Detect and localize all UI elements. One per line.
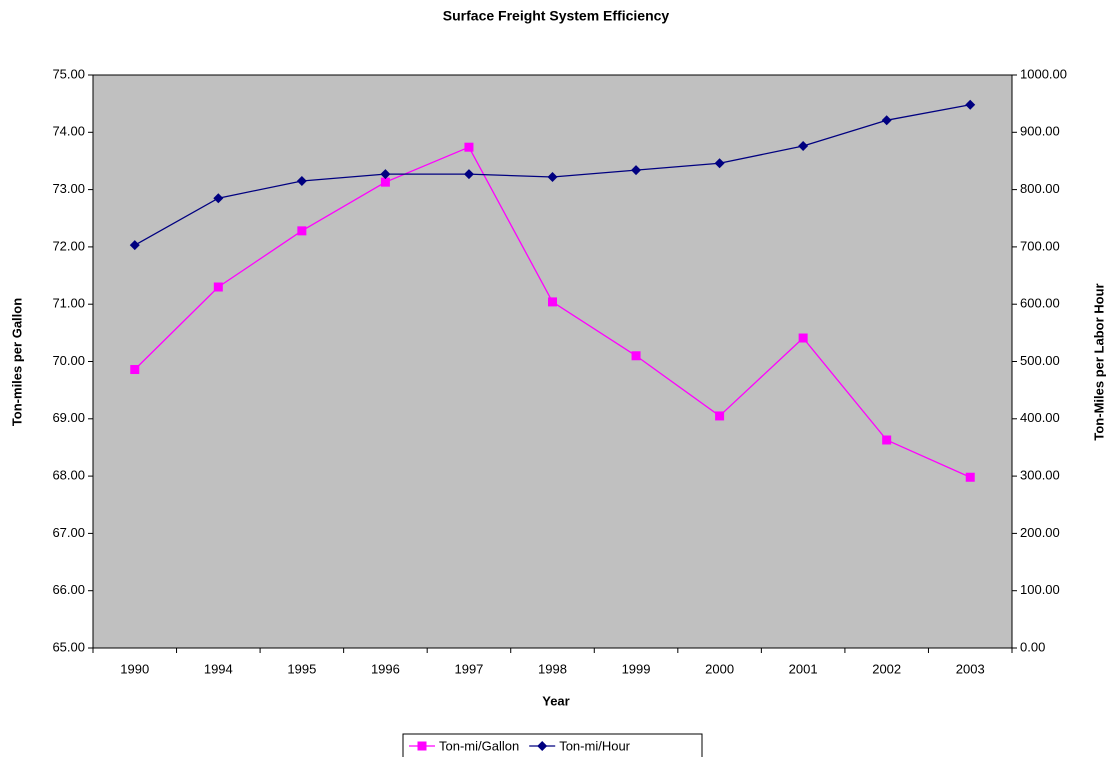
y2-tick-label: 500.00 [1020, 353, 1060, 368]
chart-title: Surface Freight System Efficiency [443, 8, 670, 24]
x-axis-label: Year [542, 693, 569, 708]
plot-area [92, 74, 1013, 649]
marker [965, 99, 976, 110]
legend-label: Ton-mi/Hour [559, 738, 630, 753]
x-tick-label: 1999 [622, 661, 651, 676]
y-tick-label: 69.00 [52, 410, 85, 425]
x-tick-label: 1996 [371, 661, 400, 676]
x-tick-label: 1998 [538, 661, 567, 676]
marker [631, 351, 641, 361]
y2-tick-label: 100.00 [1020, 582, 1060, 597]
marker [882, 435, 892, 445]
legend-label: Ton-mi/Gallon [439, 738, 519, 753]
y-axis-label: Ton-miles per Gallon [9, 298, 24, 426]
marker [548, 297, 557, 307]
x-tick-label: 2001 [789, 661, 818, 676]
marker [380, 169, 391, 180]
y2-tick-label: 700.00 [1020, 238, 1060, 253]
marker [463, 169, 474, 180]
y2-tick-label: 800.00 [1020, 181, 1060, 196]
y-tick-label: 66.00 [52, 582, 85, 597]
marker [965, 472, 975, 482]
y2-tick-label: 0.00 [1020, 639, 1045, 654]
y-tick-label: 68.00 [52, 468, 85, 483]
marker [631, 165, 642, 176]
marker [297, 226, 307, 236]
x-tick-label: 1995 [287, 661, 316, 676]
marker [130, 365, 140, 375]
marker [129, 240, 140, 251]
marker [380, 177, 390, 187]
y2-tick-label: 400.00 [1020, 410, 1060, 425]
y-tick-label: 75.00 [52, 66, 85, 81]
marker [537, 741, 548, 751]
marker [547, 171, 558, 182]
y-tick-label: 74.00 [52, 124, 85, 139]
y-tick-label: 71.00 [52, 296, 85, 311]
y-tick-label: 70.00 [52, 353, 85, 368]
y2-tick-label: 200.00 [1020, 525, 1060, 540]
legend: Ton-mi/Gallon Ton-mi/Hour [402, 733, 703, 757]
y2-tick-label: 300.00 [1020, 468, 1060, 483]
y-tick-label: 65.00 [52, 639, 85, 654]
marker [213, 193, 224, 204]
x-tick-label: 2000 [705, 661, 734, 676]
marker [798, 141, 809, 152]
y2-tick-label: 1000.00 [1020, 66, 1067, 81]
y-tick-label: 67.00 [52, 525, 85, 540]
marker [715, 411, 725, 421]
marker [714, 158, 725, 169]
y-tick-label: 73.00 [52, 181, 85, 196]
x-tick-label: 2002 [872, 661, 901, 676]
x-tick-label: 2003 [956, 661, 985, 676]
marker [296, 176, 307, 187]
marker [213, 282, 223, 292]
x-tick-label: 1997 [454, 661, 483, 676]
y2-tick-label: 900.00 [1020, 124, 1060, 139]
y2-axis-label: Ton-Miles per Labor Hour [1091, 283, 1106, 440]
y-tick-label: 72.00 [52, 238, 85, 253]
marker [798, 333, 808, 343]
y2-tick-label: 600.00 [1020, 296, 1060, 311]
x-tick-label: 1994 [204, 661, 233, 676]
x-tick-label: 1990 [120, 661, 149, 676]
marker [881, 115, 892, 126]
marker [464, 142, 474, 152]
marker [417, 741, 427, 751]
